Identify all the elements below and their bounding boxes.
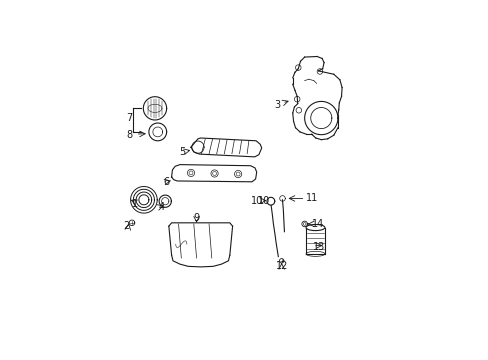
Text: 9: 9: [193, 213, 199, 224]
Text: 3: 3: [274, 100, 280, 110]
Text: 10: 10: [250, 195, 263, 206]
Text: 2: 2: [123, 221, 129, 231]
Text: 12: 12: [275, 261, 287, 270]
Text: 10: 10: [258, 196, 270, 206]
Text: 4: 4: [158, 202, 164, 212]
Text: 8: 8: [126, 130, 132, 140]
Text: 6: 6: [163, 177, 170, 187]
Text: 11: 11: [305, 193, 318, 203]
Text: 1: 1: [131, 199, 138, 209]
Text: 13: 13: [312, 242, 325, 252]
Text: 5: 5: [179, 147, 185, 157]
Text: 7: 7: [126, 113, 132, 123]
Text: 14: 14: [312, 219, 324, 229]
